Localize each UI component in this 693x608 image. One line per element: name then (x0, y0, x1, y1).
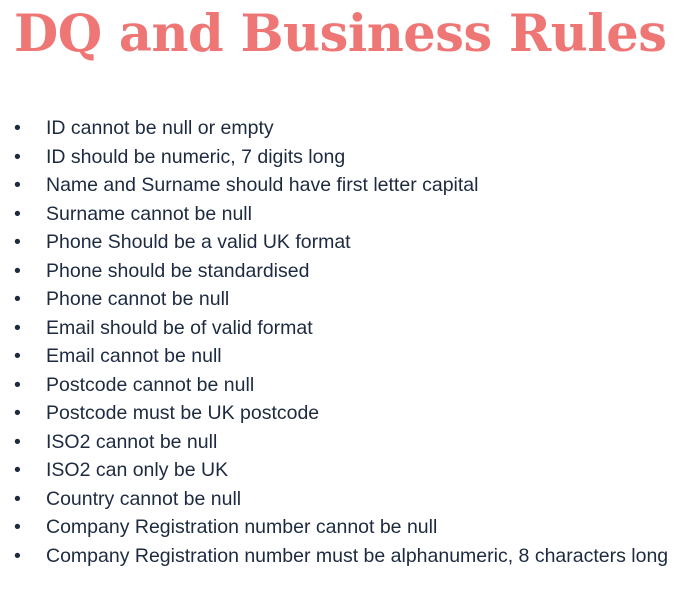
bullet-icon: • (14, 345, 21, 367)
bullet-icon: • (14, 145, 21, 168)
bullet-icon: • (14, 373, 21, 396)
rule-text: Phone should be standardised (46, 259, 310, 282)
bullet-icon: • (14, 259, 21, 282)
list-item: • Postcode cannot be null (14, 371, 686, 400)
rule-text: Name and Surname should have first lette… (46, 174, 479, 196)
list-item: • Company Registration number cannot be n… (14, 513, 686, 542)
list-item: • ISO2 can only be UK (14, 456, 686, 485)
rule-text: ISO2 can only be UK (46, 459, 229, 481)
bullet-icon: • (14, 544, 21, 567)
list-item: • Phone Should be a valid UK format (14, 228, 686, 257)
bullet-icon: • (14, 430, 21, 453)
rule-text: ID cannot be null or empty (46, 117, 274, 139)
rule-text: Phone cannot be null (46, 288, 230, 310)
rule-text: Surname cannot be null (46, 202, 252, 225)
bullet-icon: • (14, 487, 21, 510)
rule-text: Phone Should be a valid UK format (46, 231, 351, 253)
rules-list: • ID cannot be null or empty • ID should b… (14, 114, 686, 570)
bullet-icon: • (14, 202, 21, 225)
rule-text: Postcode cannot be null (46, 373, 255, 396)
rule-text: Email cannot be null (46, 345, 222, 367)
list-item: • Postcode must be UK postcode (14, 399, 686, 428)
rule-text: Country cannot be null (46, 487, 242, 510)
bullet-icon: • (14, 316, 21, 339)
bullet-icon: • (14, 231, 21, 253)
list-item: • Phone should be standardised (14, 257, 686, 286)
list-item: • Email cannot be null (14, 342, 686, 371)
list-item: • ISO2 cannot be null (14, 428, 686, 457)
bullet-icon: • (14, 174, 21, 196)
bullet-icon: • (14, 402, 21, 424)
list-item: • Country cannot be null (14, 485, 686, 514)
bullet-icon: • (14, 117, 21, 139)
bullet-icon: • (14, 516, 21, 538)
list-item: • Surname cannot be null (14, 200, 686, 229)
rule-text: Company Registration number cannot be nu… (46, 516, 438, 538)
list-item: • ID cannot be null or empty (14, 114, 686, 143)
list-item: • Name and Surname should have first lett… (14, 171, 686, 200)
rule-text: Email should be of valid format (46, 316, 313, 339)
list-item: • Phone cannot be null (14, 285, 686, 314)
rule-text: Company Registration number must be alph… (46, 544, 669, 567)
list-item: • Email should be of valid format (14, 314, 686, 343)
bullet-icon: • (14, 288, 21, 310)
slide-title: DQ and Business Rules (14, 4, 667, 64)
bullet-icon: • (14, 459, 21, 481)
list-item: • Company Registration number must be alp… (14, 542, 686, 571)
rule-text: ISO2 cannot be null (46, 430, 218, 453)
list-item: • ID should be numeric, 7 digits long (14, 143, 686, 172)
rule-text: Postcode must be UK postcode (46, 402, 320, 424)
rule-text: ID should be numeric, 7 digits long (46, 145, 346, 168)
